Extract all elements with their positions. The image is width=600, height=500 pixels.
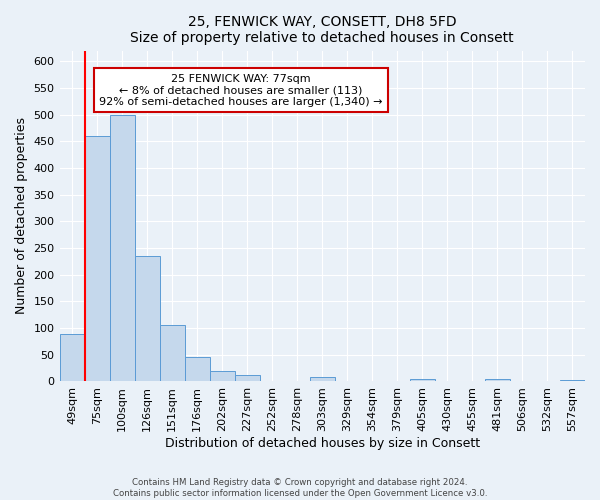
Y-axis label: Number of detached properties: Number of detached properties (15, 118, 28, 314)
Bar (160, 326, 185, 382)
Bar (485, 379, 510, 382)
Bar (335, 381, 360, 382)
Bar (59, 334, 85, 382)
Bar (410, 379, 435, 382)
Bar (260, 381, 285, 382)
Bar (560, 380, 585, 382)
Bar (310, 377, 335, 382)
Bar (285, 381, 310, 382)
Bar (209, 371, 235, 382)
Bar (85, 136, 110, 382)
Bar (134, 256, 160, 382)
Bar (185, 358, 209, 382)
Bar (110, 114, 134, 382)
X-axis label: Distribution of detached houses by size in Consett: Distribution of detached houses by size … (165, 437, 480, 450)
Bar (360, 381, 385, 382)
Bar (235, 375, 260, 382)
Text: 25 FENWICK WAY: 77sqm
← 8% of detached houses are smaller (113)
92% of semi-deta: 25 FENWICK WAY: 77sqm ← 8% of detached h… (99, 74, 383, 107)
Title: 25, FENWICK WAY, CONSETT, DH8 5FD
Size of property relative to detached houses i: 25, FENWICK WAY, CONSETT, DH8 5FD Size o… (130, 15, 514, 45)
Text: Contains HM Land Registry data © Crown copyright and database right 2024.
Contai: Contains HM Land Registry data © Crown c… (113, 478, 487, 498)
